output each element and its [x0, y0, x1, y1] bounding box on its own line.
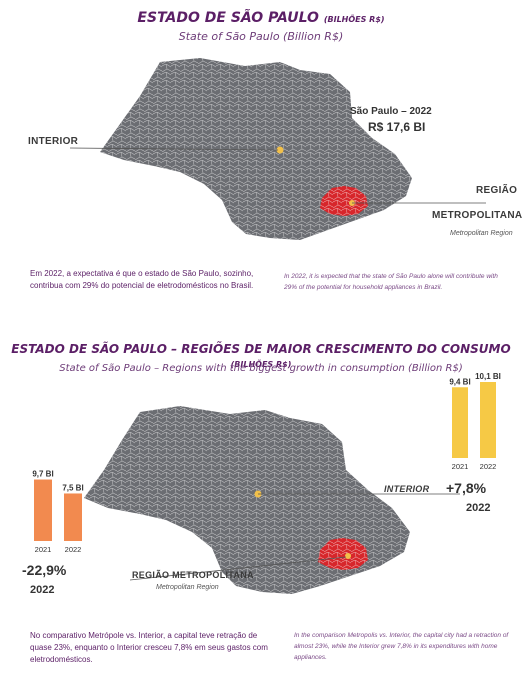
interior-change-pct: +7,8% — [446, 480, 487, 496]
section2-subtitle: State of São Paulo – Regions with the bi… — [59, 363, 463, 374]
section2-regiao-label: REGIÃO METROPOLITANA — [132, 570, 254, 580]
metro-bar-2022 — [64, 493, 82, 541]
section1-metropolitana-label: METROPOLITANA — [432, 210, 522, 221]
metro-region-shape-2 — [318, 538, 368, 570]
metro-bar-year-2022: 2022 — [65, 545, 82, 554]
interior-leader-line — [69, 147, 279, 151]
section1-title: ESTADO DE SÃO PAULO (BILHÕES R$) — [0, 10, 522, 26]
section2-title-unit: (BILHÕES R$) — [230, 360, 292, 369]
interior-dot — [276, 146, 284, 154]
interior-change-year: 2022 — [466, 502, 491, 514]
metro-bar-chart: 9,7 BI 2021 7,5 BI 2022 — [32, 470, 83, 554]
section2-metro-en-label: Metropolitan Region — [156, 584, 219, 591]
section1-title-unit: (BILHÕES R$) — [323, 15, 385, 24]
section1-metro-en-label: Metropolitan Region — [450, 230, 513, 237]
interior-bar-year-2022: 2022 — [480, 462, 497, 471]
interior-bar-2022 — [480, 382, 496, 458]
metro-bar-year-2021: 2021 — [35, 545, 52, 554]
section2-paragraph-en: In the comparison Metropolis vs. Interio… — [294, 632, 509, 661]
interior-bar-value-2021: 9,4 BI — [449, 377, 470, 386]
metro-change-pct: -22,9% — [22, 562, 67, 578]
sp-state-shape-2 — [84, 406, 410, 594]
interior-bar-chart: 9,4 BI 2021 10,1 BI 2022 — [449, 372, 501, 471]
section2-interior-label: INTERIOR — [384, 484, 430, 494]
section2-title: ESTADO DE SÃO PAULO – REGIÕES DE MAIOR C… — [0, 342, 522, 370]
metro-dot-2 — [345, 553, 351, 559]
section1-paragraph-pt: Em 2022, a expectativa é que o estado de… — [30, 269, 254, 290]
section1-interior-label: INTERIOR — [28, 136, 79, 147]
metro-change-year: 2022 — [30, 584, 55, 596]
section1-sp-value: R$ 17,6 BI — [368, 120, 426, 134]
metro-leader-line-2 — [129, 556, 347, 581]
section2-title-text: ESTADO DE SÃO PAULO – REGIÕES DE MAIOR C… — [11, 342, 511, 356]
metro-bar-value-2022: 7,5 BI — [62, 483, 83, 492]
section1-regiao-label: REGIÃO — [476, 185, 518, 196]
section1-title-text: ESTADO DE SÃO PAULO — [137, 10, 319, 26]
section1-map — [69, 58, 486, 240]
interior-bar-value-2022: 10,1 BI — [475, 372, 501, 381]
section1-subtitle: State of São Paulo (Billion R$) — [178, 30, 344, 43]
metro-bar-value-2021: 9,7 BI — [32, 470, 53, 479]
interior-bar-2021 — [452, 387, 468, 458]
metro-bar-2021 — [34, 479, 52, 541]
section2-paragraph-pt: No comparativo Metrópole vs. Interior, a… — [30, 631, 268, 664]
section1-sp-label: São Paulo – 2022 — [350, 106, 432, 117]
metro-region-shape — [320, 186, 368, 216]
interior-bar-year-2021: 2021 — [452, 462, 469, 471]
section1-paragraph-en: In 2022, it is expected that the state o… — [284, 273, 498, 291]
